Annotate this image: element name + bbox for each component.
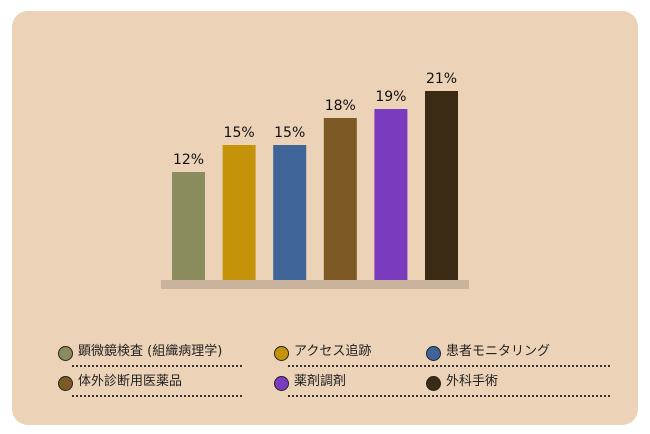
legend-swatch — [58, 346, 73, 361]
legend-item-patient-monitoring: 患者モニタリング — [426, 343, 616, 367]
legend-label: アクセス追跡 — [294, 344, 372, 359]
bar-5 — [374, 109, 408, 280]
legend-swatch — [426, 346, 441, 361]
bar-1 — [172, 172, 205, 280]
bar-value-label-5: 19% — [375, 89, 406, 105]
legend-divider — [440, 395, 610, 397]
legend-divider — [72, 365, 242, 367]
legend-swatch — [58, 376, 73, 391]
bar-value-label-1: 12% — [173, 152, 204, 168]
bar-3 — [273, 145, 307, 280]
bar-2 — [222, 145, 256, 280]
legend-divider — [440, 365, 610, 367]
bar-value-label-4: 18% — [325, 98, 356, 114]
legend-label: 外科手術 — [446, 374, 499, 389]
chart-card: 12% 15% 15% 18% 19% 21% 顕微鏡検査 (組織病理学) アクセス追跡 … — [12, 11, 638, 425]
bar-chart: 12% 15% 15% 18% 19% 21% — [161, 71, 469, 289]
bar-value-label-3: 15% — [274, 125, 305, 141]
chart-baseline — [161, 280, 469, 289]
legend-swatch — [426, 376, 441, 391]
legend-item-ivd: 体外診断用医薬品 — [58, 373, 248, 397]
legend-swatch — [274, 376, 289, 391]
bar-value-label-2: 15% — [224, 125, 255, 141]
legend-label: 体外診断用医薬品 — [78, 374, 183, 389]
legend-divider — [72, 395, 242, 397]
legend-label: 患者モニタリング — [446, 344, 551, 359]
legend-divider — [288, 395, 458, 397]
legend-item-surgery: 外科手術 — [426, 373, 616, 397]
legend-divider — [288, 365, 458, 367]
bar-6 — [425, 91, 458, 280]
legend-label: 薬剤調剤 — [294, 374, 347, 389]
bar-4 — [323, 118, 357, 280]
bar-value-label-6: 21% — [426, 71, 457, 87]
legend-swatch — [274, 346, 289, 361]
legend-item-access-tracking: アクセス追跡 — [274, 343, 464, 367]
legend-label: 顕微鏡検査 (組織病理学) — [78, 344, 223, 359]
legend-item-drug-dispensing: 薬剤調剤 — [274, 373, 464, 397]
legend-item-microscopy: 顕微鏡検査 (組織病理学) — [58, 343, 248, 367]
